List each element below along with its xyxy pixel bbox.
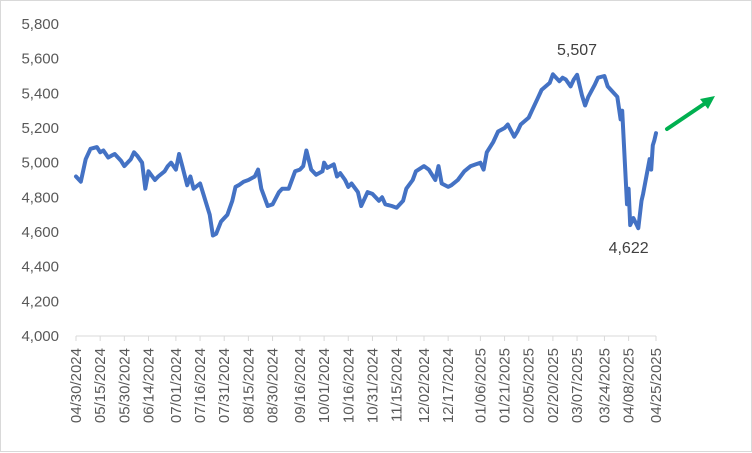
x-tick-label: 07/31/2024 (216, 348, 233, 423)
x-tick-label: 04/30/2024 (68, 348, 85, 423)
x-tick-label: 12/17/2024 (440, 348, 457, 423)
x-tick-label: 01/21/2025 (497, 348, 514, 423)
x-tick-label: 02/05/2025 (521, 348, 538, 423)
y-tick-label: 4,000 (21, 328, 59, 345)
x-tick-label: 08/15/2024 (240, 348, 257, 423)
x-tick-label: 11/15/2024 (389, 348, 406, 422)
x-tick-label: 03/07/2025 (569, 348, 586, 423)
trend-arrow-head (700, 96, 715, 109)
y-tick-label: 4,600 (21, 224, 59, 241)
y-tick-label: 5,600 (21, 51, 59, 68)
trend-arrow-shaft (665, 100, 709, 131)
x-tick-label: 08/30/2024 (265, 348, 282, 423)
annotation-low: 4,622 (609, 240, 649, 257)
annotations: 5,507 4,622 (557, 42, 649, 257)
trend-arrow-icon (665, 96, 715, 131)
y-tick-label: 5,200 (21, 120, 59, 137)
x-axis-ticks: 04/30/2024 05/15/2024 05/30/2024 06/14/2024… (68, 336, 665, 423)
annotation-high: 5,507 (557, 42, 597, 59)
y-tick-label: 5,000 (21, 155, 59, 172)
x-tick-label: 10/01/2024 (316, 348, 333, 423)
y-tick-label: 4,800 (21, 189, 59, 206)
x-tick-label: 12/02/2024 (416, 348, 433, 423)
x-tick-label: 02/20/2025 (545, 348, 562, 423)
series-line (74, 72, 658, 238)
y-tick-label: 5,400 (21, 85, 59, 102)
x-tick-label: 04/25/2025 (648, 348, 665, 423)
x-tick-label: 06/14/2024 (141, 348, 158, 423)
y-axis-ticks: 4,000 4,200 4,400 4,600 4,800 5,000 5,200 5,400… (21, 16, 59, 345)
y-tick-label: 4,400 (21, 259, 59, 276)
x-tick-label: 10/16/2024 (340, 348, 357, 423)
y-tick-label: 5,800 (21, 16, 59, 33)
x-tick-label: 05/30/2024 (116, 348, 133, 423)
x-tick-label: 01/06/2025 (472, 348, 489, 423)
x-tick-label: 07/01/2024 (168, 348, 185, 423)
x-tick-label: 07/16/2024 (192, 348, 209, 423)
x-tick-label: 09/16/2024 (292, 348, 309, 423)
x-tick-label: 03/24/2025 (596, 348, 613, 423)
x-tick-label: 10/31/2024 (364, 348, 381, 423)
x-tick-label: 04/08/2025 (621, 348, 638, 423)
x-tick-label: 05/15/2024 (92, 348, 109, 423)
y-tick-label: 4,200 (21, 293, 59, 310)
